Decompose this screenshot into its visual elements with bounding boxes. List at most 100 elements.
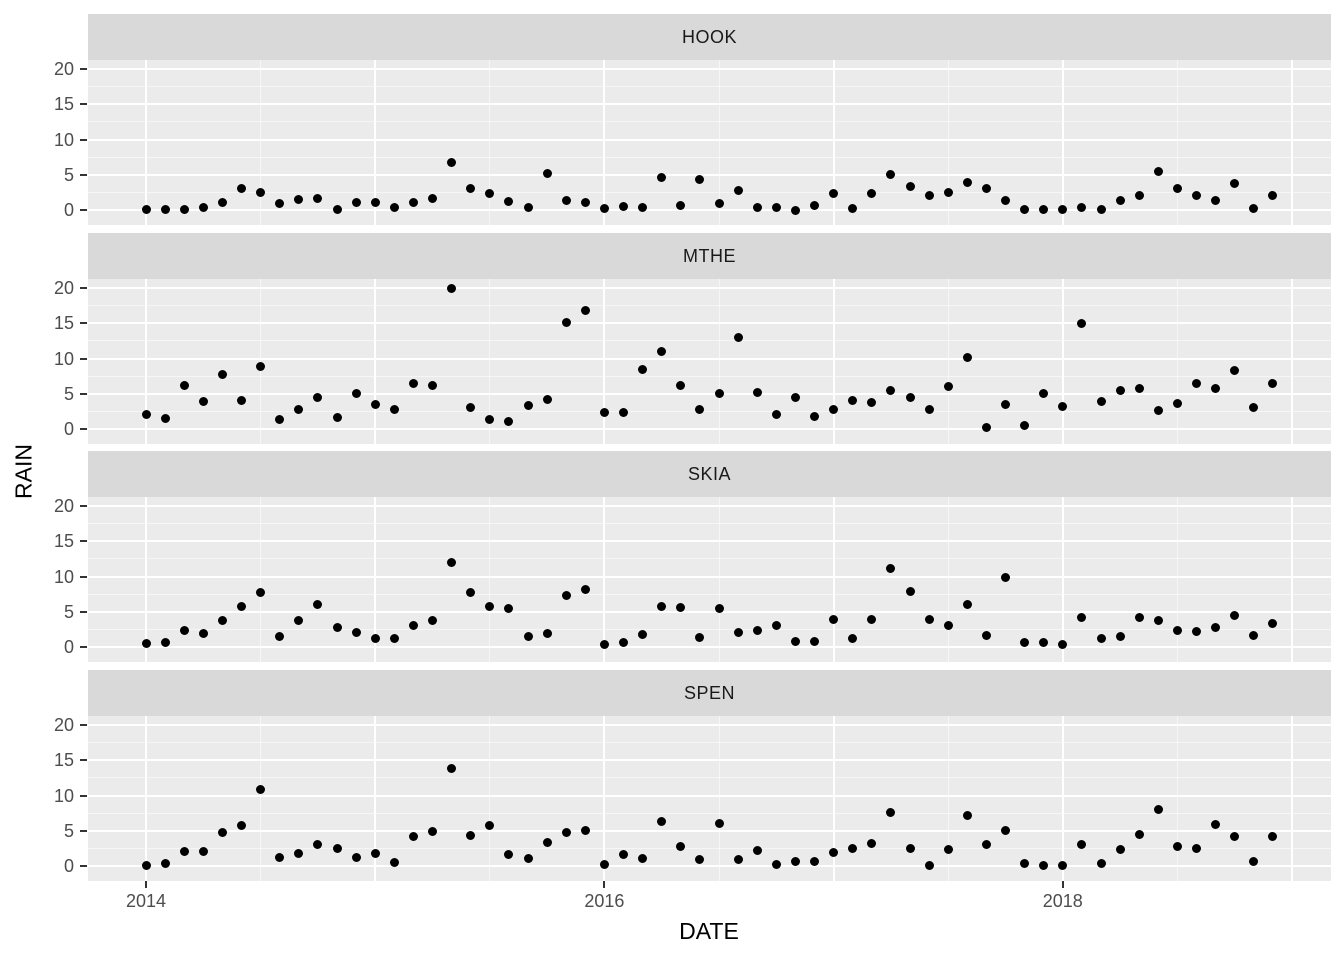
- x-axis-title: DATE: [679, 918, 739, 944]
- x-tick-label: 2016: [584, 891, 625, 911]
- gridline-major-v: [832, 716, 835, 881]
- data-point: [1172, 399, 1182, 409]
- data-point: [1001, 825, 1010, 835]
- gridline-minor-v: [947, 60, 949, 225]
- gridline-major-h: [88, 357, 1331, 360]
- data-point: [848, 843, 858, 853]
- data-point: [657, 346, 667, 356]
- data-point: [1115, 386, 1125, 396]
- data-point: [790, 205, 800, 215]
- data-point: [332, 412, 342, 422]
- data-point: [924, 860, 934, 870]
- data-point: [275, 199, 285, 209]
- data-point: [237, 821, 246, 831]
- gridline-minor-v: [260, 497, 262, 662]
- data-point: [943, 187, 953, 197]
- data-point: [428, 615, 437, 625]
- data-point: [332, 843, 342, 853]
- data-point: [1249, 403, 1259, 413]
- gridline-minor-v: [718, 716, 720, 881]
- gridline-major-h: [88, 575, 1331, 578]
- y-tick-mark: [80, 322, 87, 325]
- data-point: [714, 199, 724, 209]
- y-tick-mark: [80, 173, 87, 176]
- data-point: [561, 827, 571, 837]
- gridline-minor-v: [489, 497, 491, 662]
- gridline-minor-v: [718, 497, 720, 662]
- facet-strip-spen: SPEN: [88, 670, 1331, 716]
- data-point: [790, 392, 800, 402]
- data-point: [217, 197, 227, 207]
- gridline-major-h: [88, 794, 1331, 797]
- data-point: [256, 784, 266, 794]
- data-point: [810, 200, 819, 210]
- y-tick-label: 0: [63, 419, 74, 439]
- data-point: [733, 855, 743, 865]
- data-point: [1058, 860, 1068, 870]
- data-point: [962, 600, 972, 610]
- y-tick-mark: [80, 392, 87, 395]
- data-point: [237, 184, 246, 194]
- data-point: [1153, 615, 1163, 625]
- gridline-minor-v: [260, 279, 262, 444]
- data-point: [1153, 167, 1163, 177]
- data-point: [351, 853, 361, 863]
- y-tick-mark: [80, 865, 87, 867]
- data-point: [599, 204, 609, 214]
- gridline-major-h: [88, 392, 1331, 395]
- data-point: [141, 204, 151, 214]
- panel-hook: [88, 60, 1331, 225]
- data-point: [160, 859, 170, 869]
- gridline-major-v: [603, 497, 606, 662]
- panel-spen: [88, 716, 1331, 881]
- data-point: [179, 204, 189, 214]
- y-tick-mark: [80, 794, 87, 797]
- y-tick-mark: [80, 287, 87, 289]
- data-point: [657, 173, 667, 183]
- gridline-minor-h: [88, 156, 1331, 158]
- gridline-minor-v: [1176, 60, 1178, 225]
- facet-strip-label: HOOK: [681, 26, 737, 47]
- gridline-major-h: [88, 209, 1331, 211]
- data-point: [1268, 379, 1278, 389]
- data-point: [867, 189, 877, 199]
- gridline-major-v: [832, 279, 835, 444]
- data-point: [160, 638, 170, 648]
- gridline-major-h: [88, 68, 1331, 70]
- data-point: [676, 200, 686, 210]
- data-point: [1001, 195, 1010, 205]
- data-point: [428, 826, 437, 836]
- data-point: [981, 840, 991, 850]
- gridline-major-v: [1061, 60, 1064, 225]
- gridline-major-v: [1291, 716, 1293, 881]
- panel-mthe: [88, 279, 1331, 444]
- y-tick-mark: [80, 428, 87, 430]
- data-point: [1020, 859, 1030, 869]
- data-point: [485, 414, 495, 424]
- gridline-minor-h: [88, 558, 1331, 560]
- data-point: [447, 557, 457, 567]
- data-point: [1096, 634, 1106, 644]
- data-point: [714, 603, 724, 613]
- data-point: [924, 404, 934, 414]
- data-point: [981, 423, 991, 433]
- data-point: [619, 407, 628, 417]
- data-point: [771, 410, 781, 420]
- data-point: [542, 168, 552, 178]
- data-point: [714, 388, 724, 398]
- data-point: [408, 620, 418, 630]
- data-point: [294, 848, 304, 858]
- data-point: [447, 157, 457, 167]
- gridline-major-h: [88, 173, 1331, 176]
- data-point: [1211, 623, 1221, 633]
- data-point: [294, 615, 304, 625]
- data-point: [580, 306, 590, 316]
- x-tick-mark: [145, 881, 147, 888]
- data-point: [428, 193, 437, 203]
- y-tick-label: 0: [63, 637, 74, 657]
- data-point: [1039, 389, 1049, 399]
- gridline-minor-v: [947, 497, 949, 662]
- y-tick-mark: [80, 68, 87, 70]
- facet-strip-skia: SKIA: [88, 451, 1331, 497]
